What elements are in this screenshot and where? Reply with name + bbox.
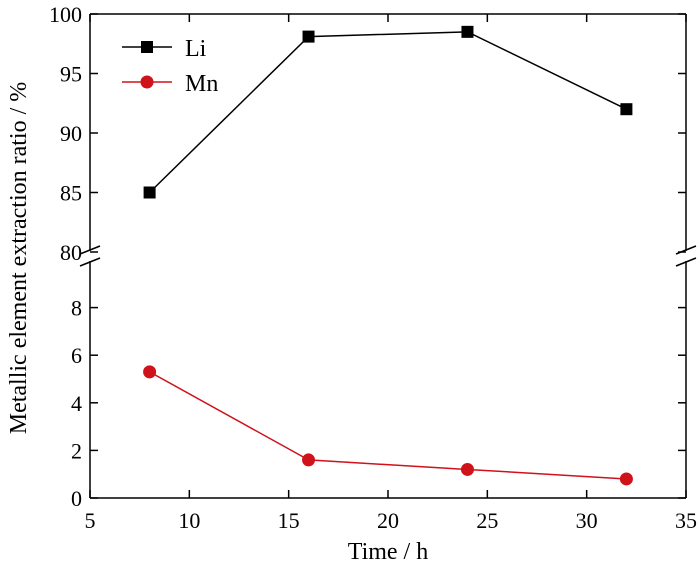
x-tick-label: 30 [576,508,598,533]
data-point-li [143,186,156,199]
axis-break-mark [79,245,101,255]
y-tick-label: 8 [71,296,82,321]
axes [79,13,697,499]
ticks: 5 10 15 20 25 30 35 80 85 90 95 100 0 2 4 6 8 [49,2,697,533]
axis-break-mark [675,257,697,267]
y-tick-label: 80 [60,240,82,265]
data-point-li [461,25,474,38]
y-tick-label: 4 [71,391,82,416]
y-tick-label: 95 [60,62,82,87]
legend: Li Mn [122,36,218,97]
y-tick-label: 6 [71,343,82,368]
y-tick-label: 2 [71,438,82,463]
data-point-mn [302,453,316,467]
y-axis-title: Metallic element extraction ratio / % [6,82,32,435]
y-tick-label: 85 [60,181,82,206]
data-point-li [302,30,315,43]
x-tick-label: 10 [178,508,200,533]
y-tick-label: 90 [60,121,82,146]
data-point-mn [143,365,157,379]
series [143,25,633,486]
x-tick-label: 35 [675,508,697,533]
series-line-mn [149,371,627,480]
x-tick-label: 20 [377,508,399,533]
legend-marker-li [141,41,153,53]
y-tick-label: 0 [71,486,82,511]
axis-break-mark [79,257,101,267]
legend-marker-mn [140,75,154,89]
x-tick-label: 15 [278,508,300,533]
series-line-li [149,31,627,194]
legend-label-li: Li [185,36,207,62]
data-point-mn [619,472,633,486]
x-axis-title: Time / h [348,539,428,564]
y-tick-label: 100 [49,2,82,27]
x-tick-label: 5 [85,508,96,533]
data-point-li [620,103,633,116]
x-tick-label: 25 [476,508,498,533]
data-point-mn [460,462,474,476]
legend-label-mn: Mn [185,71,218,97]
